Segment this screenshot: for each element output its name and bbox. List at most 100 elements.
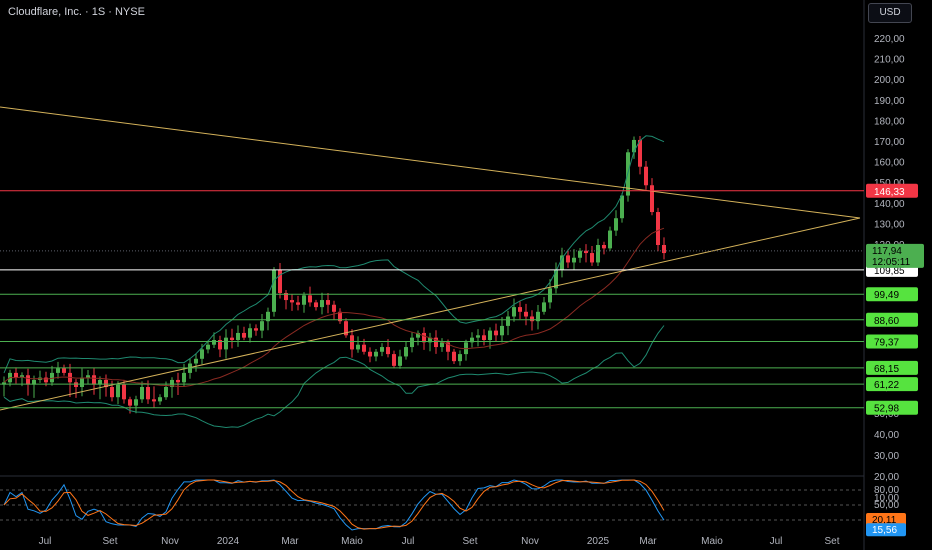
candle-down (92, 375, 96, 385)
stoch-k-badge (866, 523, 906, 537)
candle-down (230, 337, 234, 340)
candle-up (32, 379, 36, 385)
candle-down (392, 354, 396, 366)
candle-up (134, 399, 138, 406)
price-level-badge (866, 360, 918, 375)
candle-down (290, 300, 294, 303)
candle-up (560, 255, 564, 270)
candle-up (356, 344, 360, 350)
candle-down (566, 255, 570, 263)
price-level-badge (866, 377, 918, 392)
candle-up (428, 337, 432, 343)
candle-up (50, 372, 54, 383)
time-tick-label: Set (462, 536, 477, 547)
price-tick-label: 170,00 (874, 137, 905, 148)
price-tick-label: 180,00 (874, 116, 905, 127)
candle-down (44, 377, 48, 383)
price-level-badge (866, 287, 918, 302)
bollinger-upper-line (3, 135, 665, 374)
candle-down (602, 245, 606, 249)
candle-down (584, 250, 588, 254)
time-tick-label: Set (102, 536, 117, 547)
price-tick-label: 30,00 (874, 451, 899, 462)
time-tick-label: Nov (521, 536, 539, 547)
candle-up (206, 344, 210, 350)
candle-up (170, 379, 174, 387)
price-tick-label: 20,00 (874, 472, 899, 483)
candle-up (320, 300, 324, 308)
candle-up (398, 356, 402, 366)
stoch-d-value: 20,11 (872, 515, 897, 526)
candle-down (452, 351, 456, 362)
currency-selector[interactable]: USD (868, 3, 912, 23)
candle-down (62, 368, 66, 373)
candle-up (614, 218, 618, 231)
time-tick-label: Maio (341, 536, 363, 547)
last-price-value: 117,94 (872, 246, 902, 257)
candle-down (14, 372, 18, 378)
price-tick-label: 160,00 (874, 158, 905, 169)
candle-down (518, 307, 522, 312)
price-tick-label: 130,00 (874, 219, 905, 230)
candle-down (110, 387, 114, 398)
candle-down (308, 295, 312, 303)
price-tick-label: 210,00 (874, 55, 905, 66)
stoch-k-value: 15,56 (872, 525, 897, 536)
candle-up (86, 375, 90, 378)
candle-down (254, 328, 258, 331)
time-tick-label: Mar (281, 536, 299, 547)
price-level-badge (866, 312, 918, 327)
candle-up (374, 351, 378, 357)
time-tick-label: Nov (161, 536, 179, 547)
candle-up (2, 382, 6, 385)
candle-down (344, 321, 348, 336)
candle-up (458, 354, 462, 362)
candle-down (434, 337, 438, 348)
candle-down (338, 311, 342, 322)
trendline-upper (0, 106, 861, 219)
price-level-badge (866, 400, 918, 415)
candle-down (284, 293, 288, 301)
price-level-label: 99,49 (874, 290, 899, 301)
last-price-countdown: 12:05:11 (872, 257, 911, 268)
bollinger-lower-line (3, 325, 665, 429)
candle-down (368, 351, 372, 357)
candle-up (164, 387, 168, 398)
last-price-badge (866, 243, 924, 268)
candle-down (446, 342, 450, 352)
candle-up (380, 347, 384, 352)
candle-down (278, 269, 282, 293)
candle-up (536, 311, 540, 322)
candle-up (200, 349, 204, 359)
candle-up (194, 358, 198, 364)
candle-up (158, 397, 162, 402)
candle-down (494, 330, 498, 336)
candle-down (128, 399, 132, 406)
time-tick-label: 2025 (587, 536, 610, 547)
candle-up (620, 195, 624, 219)
candle-up (236, 332, 240, 340)
candle-up (572, 257, 576, 263)
candle-up (500, 325, 504, 336)
stoch-d-badge (866, 512, 906, 526)
price-level-label: 88,60 (874, 316, 899, 327)
price-tick-label: 10,00 (874, 493, 899, 504)
candle-up (98, 379, 102, 385)
price-tick-label: 140,00 (874, 199, 905, 210)
candle-up (248, 328, 252, 338)
candle-down (176, 379, 180, 383)
candle-down (482, 335, 486, 340)
candle-up (224, 337, 228, 350)
candle-up (140, 387, 144, 400)
candle-up (506, 316, 510, 326)
price-level-label: 79,37 (874, 337, 899, 348)
price-level-label: 68,15 (874, 364, 899, 375)
price-level-label: 109,85 (874, 266, 905, 277)
candle-down (350, 335, 354, 350)
candle-up (488, 330, 492, 340)
stoch-tick-label: 50,00 (874, 500, 899, 511)
time-tick-label: Jul (402, 536, 415, 547)
time-tick-label: Set (824, 536, 839, 547)
candle-down (362, 344, 366, 352)
